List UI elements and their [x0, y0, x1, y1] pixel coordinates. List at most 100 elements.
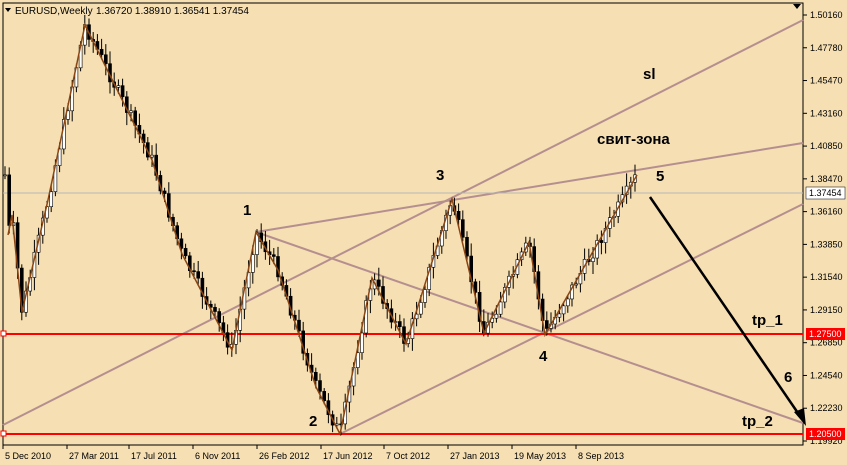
candle-body	[595, 240, 600, 259]
candle-body	[427, 266, 432, 290]
level-tag-bg-1	[806, 328, 845, 340]
forecast-arrow	[648, 196, 806, 426]
current-price-tag: 1.37454	[805, 186, 846, 200]
annotations: sl свит-зона tp_1 6 tp_2 1 2 3 4 5	[243, 66, 792, 430]
x-tick-label: 17 Jul 2011	[131, 451, 177, 461]
level-tag-2: 1.20500	[809, 429, 842, 439]
candle-body	[376, 279, 381, 287]
candle-body	[565, 298, 570, 307]
trendline-sl	[2, 19, 804, 426]
candle-body	[49, 191, 54, 208]
candle-body	[116, 85, 121, 88]
candle-body	[561, 305, 566, 315]
candle-body	[591, 257, 595, 262]
candle-body	[456, 211, 461, 220]
candle-body	[3, 174, 7, 177]
x-axis: 5 Dec 2010 27 Mar 2011 17 Jul 2011 6 Nov 20…	[2, 445, 624, 461]
candle-body	[183, 248, 188, 257]
label-tp2: tp_2	[742, 413, 773, 430]
x-tick-label: 6 Nov 2011	[195, 451, 240, 461]
candle-body	[465, 236, 469, 257]
candle-body	[271, 254, 276, 257]
pivot-label-3: 3	[436, 167, 444, 184]
candle-body	[99, 48, 104, 56]
plot-area	[2, 2, 804, 446]
y-tick-label: 1.43160	[810, 108, 843, 118]
zigzag-line	[7, 22, 638, 437]
close-icon[interactable]	[793, 4, 801, 9]
candle-body	[7, 174, 11, 226]
candle-body	[104, 54, 108, 64]
candle-body	[179, 238, 184, 249]
candle-body	[129, 110, 133, 113]
candle-body	[120, 85, 125, 98]
x-tick-label: 17 Jun 2012	[323, 451, 373, 461]
x-tick-label: 5 Dec 2010	[5, 451, 51, 461]
candle-body	[318, 380, 322, 392]
x-tick-label: 8 Sep 2013	[578, 451, 624, 461]
candle-body	[557, 313, 562, 318]
candle-body	[397, 321, 402, 327]
symbol-label: EURUSD,Weekly	[15, 6, 93, 17]
y-axis: 1.50160 1.47780 1.45470 1.43160 1.40850 1.384…	[803, 10, 843, 446]
candle-body	[297, 319, 301, 332]
y-tick-label: 1.33850	[810, 239, 843, 249]
y-tick-label: 1.31540	[810, 272, 843, 282]
x-tick-label: 19 May 2013	[514, 451, 566, 461]
pivot-label-4: 4	[539, 348, 548, 365]
y-tick-label: 1.38470	[810, 174, 843, 184]
level-marker-left-2	[0, 430, 7, 437]
x-tick-label: 7 Oct 2012	[386, 451, 430, 461]
candle-body	[402, 326, 406, 344]
current-price-value: 1.37454	[809, 188, 842, 198]
candle-body	[322, 391, 327, 401]
chart-header: EURUSD,Weekly 1.36720 1.38910 1.36541 1.…	[5, 6, 249, 17]
label-wave-6: 6	[784, 369, 792, 386]
level-tag-bg-2	[806, 428, 845, 440]
y-tick-label: 1.40850	[810, 141, 843, 151]
candle-body	[192, 270, 196, 273]
y-tick-label: 1.50160	[810, 10, 843, 20]
y-tick-label: 1.36160	[810, 207, 843, 217]
dropdown-arrow-icon[interactable]	[5, 8, 11, 12]
y-tick-label: 1.45470	[810, 76, 843, 86]
y-tick-label: 1.22230	[810, 403, 843, 413]
ohlc-values: 1.36720 1.38910 1.36541 1.37454	[96, 6, 249, 17]
label-sl: sl	[643, 66, 656, 83]
trendline-descending	[255, 231, 804, 424]
pivot-label-2: 2	[309, 413, 317, 430]
candle-body	[213, 307, 217, 312]
candle-body	[57, 148, 62, 166]
level-tags: 1.27500 1.20500	[806, 328, 845, 440]
candle-body	[188, 255, 192, 272]
candle-body	[599, 240, 604, 243]
pivot-label-5: 5	[656, 168, 664, 185]
candle-body	[167, 193, 171, 218]
y-tick-label: 1.19920	[810, 436, 843, 446]
candle-body	[196, 271, 200, 279]
level-tag-1: 1.27500	[809, 329, 842, 339]
x-tick-label: 26 Feb 2012	[259, 451, 310, 461]
candle-body	[460, 219, 465, 238]
y-tick-label: 1.47780	[810, 43, 843, 53]
label-sweet-zone: свит-зона	[597, 131, 670, 148]
candle-body	[313, 371, 318, 381]
candle-body	[418, 302, 423, 315]
y-tick-label: 1.24540	[810, 370, 843, 380]
candle-body	[498, 301, 503, 315]
candle-body	[246, 272, 251, 289]
trendline-upper	[255, 142, 804, 233]
candle-body	[251, 254, 255, 273]
y-tick-label: 1.26850	[810, 338, 843, 348]
candle-body	[494, 313, 499, 319]
candle-body	[355, 352, 360, 368]
candle-body	[162, 190, 167, 194]
current-price-tag-bg	[805, 186, 846, 200]
candle-body	[473, 281, 478, 293]
candle-body	[544, 320, 549, 329]
candle-body	[360, 332, 364, 353]
level-marker-left	[0, 330, 7, 337]
candle-body	[423, 289, 427, 303]
